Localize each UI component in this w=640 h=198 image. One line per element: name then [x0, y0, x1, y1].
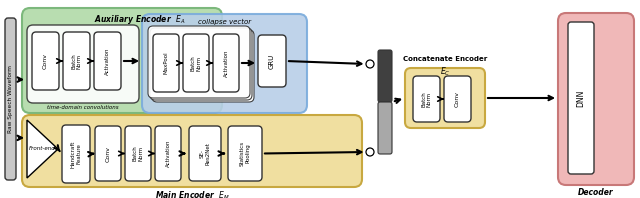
Text: Activation: Activation [105, 47, 110, 75]
Text: MaxPool: MaxPool [163, 52, 168, 74]
FancyBboxPatch shape [94, 32, 121, 90]
Text: time-domain convolutions: time-domain convolutions [47, 105, 119, 110]
Text: Main Encoder  $E_M$: Main Encoder $E_M$ [155, 190, 229, 198]
FancyBboxPatch shape [378, 50, 392, 102]
FancyBboxPatch shape [258, 35, 286, 87]
FancyBboxPatch shape [153, 34, 179, 92]
Text: Conv: Conv [106, 146, 111, 162]
FancyBboxPatch shape [558, 13, 634, 185]
FancyBboxPatch shape [63, 32, 90, 90]
FancyBboxPatch shape [405, 68, 485, 128]
FancyBboxPatch shape [378, 102, 392, 154]
FancyBboxPatch shape [22, 115, 362, 187]
Text: Batch
Norm: Batch Norm [421, 91, 432, 107]
Text: Activation: Activation [223, 49, 228, 77]
Text: Statistics
Pooling: Statistics Pooling [239, 141, 250, 166]
Circle shape [366, 148, 374, 156]
Text: DNN: DNN [577, 89, 586, 107]
FancyBboxPatch shape [189, 126, 221, 181]
Circle shape [366, 60, 374, 68]
FancyBboxPatch shape [228, 126, 262, 181]
Text: Conv: Conv [455, 91, 460, 107]
FancyBboxPatch shape [152, 30, 254, 102]
Polygon shape [27, 120, 58, 178]
Text: $E_C$: $E_C$ [440, 65, 451, 77]
Text: Auxiliary Encoder  $E_A$: Auxiliary Encoder $E_A$ [94, 13, 186, 26]
Text: Concatenate Encoder: Concatenate Encoder [403, 56, 487, 62]
FancyBboxPatch shape [62, 125, 90, 183]
Text: SE-
Res2Net: SE- Res2Net [200, 142, 211, 165]
Text: Batch
Norm: Batch Norm [132, 146, 143, 161]
FancyBboxPatch shape [5, 18, 16, 180]
Text: GRU: GRU [269, 53, 275, 69]
FancyBboxPatch shape [213, 34, 239, 92]
FancyBboxPatch shape [95, 126, 121, 181]
FancyBboxPatch shape [32, 32, 59, 90]
FancyBboxPatch shape [155, 126, 181, 181]
FancyBboxPatch shape [444, 76, 471, 122]
FancyBboxPatch shape [183, 34, 209, 92]
Text: Raw Speech Waveform: Raw Speech Waveform [8, 65, 13, 133]
Text: Decoder: Decoder [578, 188, 614, 197]
FancyBboxPatch shape [148, 26, 250, 98]
Text: Front-end: Front-end [29, 147, 56, 151]
FancyBboxPatch shape [150, 28, 252, 100]
Text: Batch
Norm: Batch Norm [71, 53, 82, 69]
FancyBboxPatch shape [142, 14, 307, 113]
FancyBboxPatch shape [22, 8, 222, 113]
Text: collapse vector: collapse vector [198, 19, 251, 25]
Text: Batch
Norm: Batch Norm [191, 55, 202, 71]
FancyBboxPatch shape [125, 126, 151, 181]
Text: Conv: Conv [43, 53, 48, 69]
FancyBboxPatch shape [413, 76, 440, 122]
Text: Handcraft
Feature: Handcraft Feature [70, 140, 81, 168]
FancyBboxPatch shape [27, 25, 139, 103]
FancyBboxPatch shape [568, 22, 594, 174]
Text: Activation: Activation [166, 140, 170, 167]
